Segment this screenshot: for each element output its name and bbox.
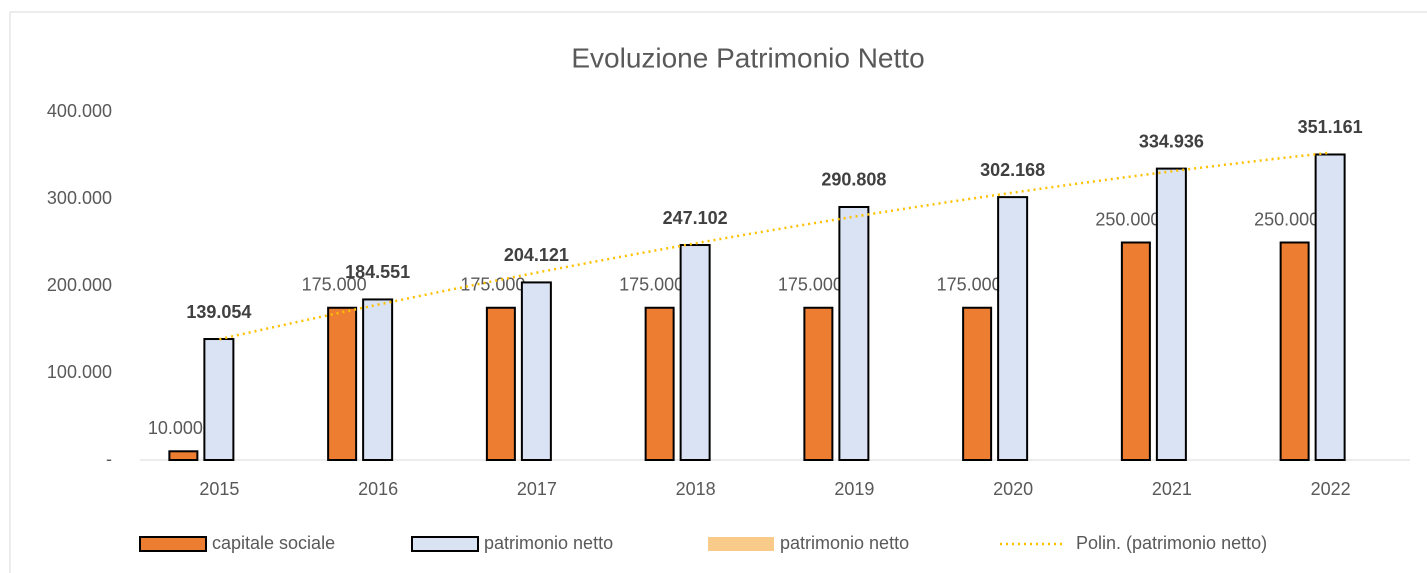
legend-label: patrimonio netto	[780, 533, 909, 553]
x-tick-label: 2022	[1311, 479, 1351, 499]
bar	[644, 306, 675, 461]
bar	[962, 306, 993, 461]
x-tick-label: 2021	[1152, 479, 1192, 499]
bar	[203, 338, 235, 461]
bar	[1314, 153, 1346, 461]
y-tick-label: 200.000	[47, 275, 112, 295]
legend-swatch	[139, 536, 207, 552]
bar	[1120, 241, 1151, 461]
bar	[838, 205, 870, 461]
legend-swatch	[411, 536, 479, 552]
data-label: 204.121	[504, 245, 569, 265]
data-label: 250.000	[1095, 209, 1160, 229]
x-tick-label: 2015	[199, 479, 239, 499]
data-label: 334.936	[1139, 131, 1204, 151]
data-label: 10.000	[148, 418, 203, 438]
bar	[485, 306, 516, 461]
bar	[679, 244, 711, 461]
x-tick-label: 2018	[676, 479, 716, 499]
data-label: 175.000	[619, 275, 684, 295]
bar	[327, 306, 358, 461]
bar	[362, 298, 394, 462]
bar	[1155, 167, 1187, 461]
data-label: 175.000	[460, 275, 525, 295]
bar	[520, 281, 552, 461]
data-label: 247.102	[663, 208, 728, 228]
data-label: 184.551	[345, 262, 410, 282]
data-label: 139.054	[186, 302, 251, 322]
bar	[997, 196, 1029, 462]
y-tick-label: 400.000	[47, 101, 112, 121]
data-label: 302.168	[980, 160, 1045, 180]
data-label: 175.000	[778, 275, 843, 295]
legend-swatch	[708, 537, 774, 551]
data-label: 175.000	[937, 275, 1002, 295]
y-tick-label: 300.000	[47, 188, 112, 208]
x-tick-label: 2019	[834, 479, 874, 499]
x-tick-label: 2020	[993, 479, 1033, 499]
data-label: 175.000	[302, 275, 367, 295]
bar	[803, 306, 834, 461]
x-tick-label: 2017	[517, 479, 557, 499]
legend-label: capitale sociale	[212, 533, 335, 553]
y-tick-label: -	[106, 449, 112, 469]
data-label: 290.808	[821, 170, 886, 190]
bar	[1279, 241, 1310, 461]
data-label: 351.161	[1298, 117, 1363, 137]
y-tick-label: 100.000	[47, 362, 112, 382]
bar	[168, 450, 199, 461]
x-tick-label: 2016	[358, 479, 398, 499]
legend-label: patrimonio netto	[484, 533, 613, 553]
data-label: 250.000	[1254, 209, 1319, 229]
legend-label: Polin. (patrimonio netto)	[1076, 533, 1267, 553]
chart-title: Evoluzione Patrimonio Netto	[571, 42, 924, 73]
